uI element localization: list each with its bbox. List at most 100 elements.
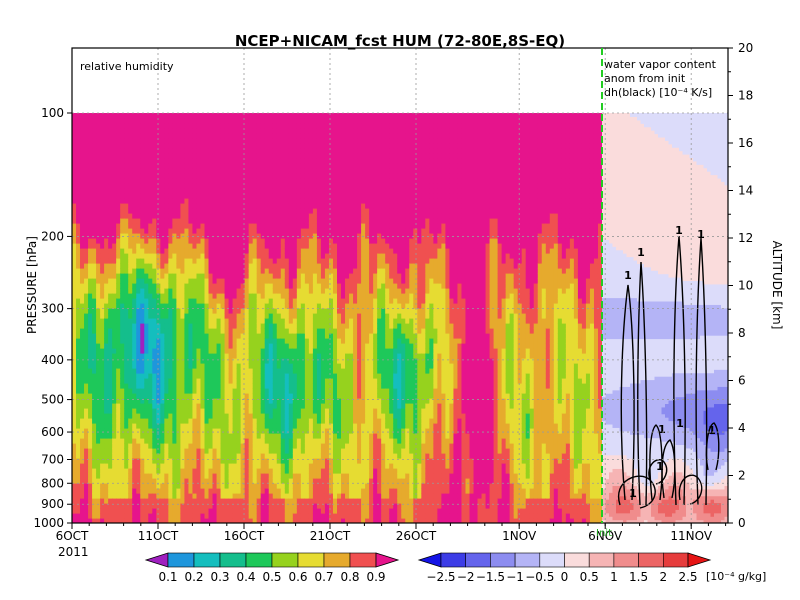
rh-cell [140,308,145,314]
rh-cell [216,463,222,469]
rh-cell [184,488,190,494]
rh-cell [164,363,169,369]
rh-cell [296,433,302,439]
rh-cell [220,248,226,254]
rh-cell [296,358,302,364]
rh-cell [140,443,145,449]
rh-cell [168,388,173,394]
rh-cell [72,503,77,509]
rh-cell [76,403,81,409]
rh-cell [224,428,230,434]
rh-cell [120,448,125,454]
rh-cell [160,398,165,404]
rh-cell [168,188,173,194]
rh-cell [300,453,306,459]
rh-cell [88,203,93,209]
rh-cell [144,143,149,149]
rh-cell [264,478,270,484]
rh-cell [264,358,270,364]
rh-cell [248,113,254,119]
rh-cell [264,123,270,129]
rh-cell [116,123,121,129]
rh-cell [236,313,242,319]
rh-cell [104,253,109,259]
rh-cell [72,483,77,489]
rh-cell [232,418,238,424]
rh-cell [208,503,214,509]
rh-cell [240,363,246,369]
rh-cell [244,413,250,419]
rh-cell [244,323,250,329]
rh-cell [88,363,93,369]
rh-cell [240,323,246,329]
rh-cell [200,268,206,274]
rh-cell [300,113,306,119]
rh-cell [164,403,169,409]
rh-cell [180,478,186,484]
rh-cell [168,198,173,204]
rh-cell [196,343,202,349]
rh-cell [96,213,101,219]
rh-cell [172,123,177,129]
rh-cell [184,203,190,209]
rh-cell [304,193,310,199]
rh-cell [280,348,286,354]
rh-cell [164,338,169,344]
rh-cell [84,473,89,479]
rh-cell [132,138,137,144]
rh-cell [140,213,145,219]
rh-cell [108,478,113,484]
rh-cell [292,328,298,334]
rh-cell [140,428,145,434]
rh-cell [300,343,306,349]
rh-cell [144,398,149,404]
rh-cell [300,423,306,429]
rh-cell [288,308,294,314]
rh-cell [284,153,290,159]
rh-cell [220,458,226,464]
rh-cell [80,453,85,459]
rh-cell [88,358,93,364]
rh-cell [160,448,165,454]
rh-cell [300,223,306,229]
rh-cell [300,133,306,139]
rh-cell [256,193,262,199]
rh-cell [240,213,246,219]
rh-cell [224,488,230,494]
rh-cell [232,118,238,124]
rh-cell [232,373,238,379]
rh-cell [268,518,274,523]
rh-cell [116,433,121,439]
rh-cell [248,153,254,159]
rh-cell [312,183,318,189]
rh-cell [96,498,101,504]
rh-cell [228,328,234,334]
rh-cell [204,168,210,174]
rh-cell [304,163,310,169]
rh-cell [224,273,230,279]
rh-cell [160,258,165,264]
rh-cell [176,153,182,159]
rh-cell [292,308,298,314]
rh-cell [208,438,214,444]
rh-cell [292,338,298,344]
rh-cell [164,473,169,479]
rh-cell [104,463,109,469]
rh-cell [72,183,77,189]
rh-cell [172,383,177,389]
rh-cell [192,373,198,379]
rh-cell [160,433,165,439]
rh-cell [296,438,302,444]
rh-cell [108,503,113,509]
rh-cell [184,418,190,424]
rh-cell [104,353,109,359]
rh-cell [72,348,77,354]
rh-cell [212,368,218,374]
rh-cell [108,188,113,194]
rh-cell [84,333,89,339]
rh-cell [300,378,306,384]
rh-cell [164,213,169,219]
rh-cell [312,193,318,199]
rh-cell [112,343,117,349]
rh-cell [268,288,274,294]
